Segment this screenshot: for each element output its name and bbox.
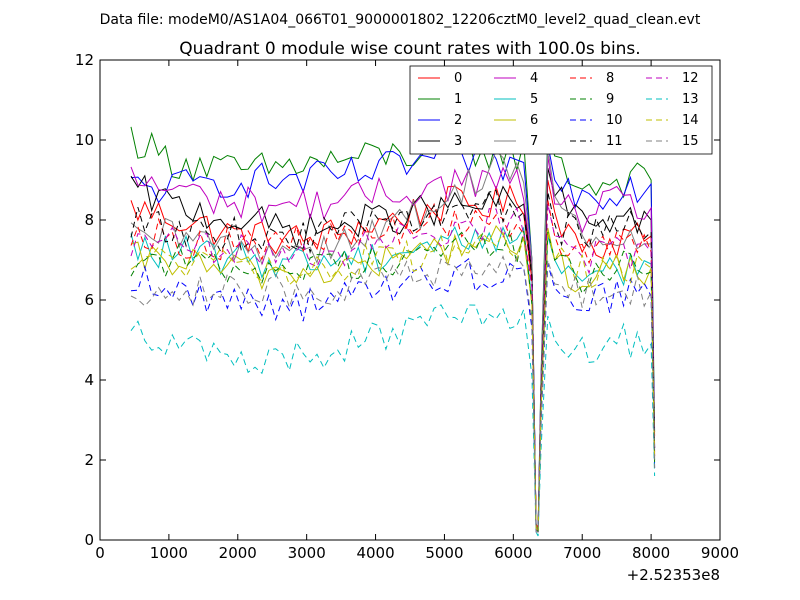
series-line-6 <box>130 225 656 533</box>
figure-suptitle: Data file: modeM0/AS1A04_066T01_90000018… <box>100 12 701 28</box>
legend-label-6: 6 <box>530 113 538 128</box>
y-tick-label: 10 <box>75 131 94 149</box>
legend-label-13: 13 <box>682 92 699 107</box>
x-tick-label: 9000 <box>701 544 739 562</box>
x-tick-label: 7000 <box>563 544 601 562</box>
y-tick-label: 8 <box>84 211 94 229</box>
legend-label-2: 2 <box>454 113 462 128</box>
legend-label-5: 5 <box>530 92 538 107</box>
plot-lines <box>130 126 656 537</box>
series-line-11 <box>130 189 656 533</box>
x-tick-label: 3000 <box>288 544 326 562</box>
series-line-1 <box>130 126 656 529</box>
x-tick-label: 5000 <box>425 544 463 562</box>
legend-label-10: 10 <box>606 113 623 128</box>
y-tick-label: 12 <box>75 51 94 69</box>
legend-label-14: 14 <box>682 113 699 128</box>
y-tick-label: 0 <box>84 531 94 549</box>
legend-label-11: 11 <box>606 134 623 149</box>
x-tick-label: 6000 <box>494 544 532 562</box>
series-line-8 <box>130 199 656 533</box>
legend-label-3: 3 <box>454 134 462 149</box>
x-tick-label: 0 <box>95 544 105 562</box>
x-tick-label: 4000 <box>356 544 394 562</box>
legend-label-9: 9 <box>606 92 614 107</box>
x-tick-label: 8000 <box>632 544 670 562</box>
y-tick-label: 6 <box>84 291 94 309</box>
y-tick-label: 2 <box>84 451 94 469</box>
legend-label-12: 12 <box>682 71 699 86</box>
series-line-14 <box>130 231 656 533</box>
x-axis-offset-label: +2.52353e8 <box>627 566 720 584</box>
x-axis: 0 1000 2000 3000 4000 5000 6000 7000 8000 9000 <box>95 60 739 562</box>
chart-title: Quadrant 0 module wise count rates with … <box>179 39 640 59</box>
legend-label-7: 7 <box>530 134 538 149</box>
series-line-0 <box>130 179 656 529</box>
legend-label-4: 4 <box>530 71 538 86</box>
legend-label-0: 0 <box>454 71 462 86</box>
legend-label-1: 1 <box>454 92 462 107</box>
series-line-3 <box>130 167 656 533</box>
series-line-12 <box>130 203 656 533</box>
legend-label-15: 15 <box>682 134 699 149</box>
legend-frame <box>409 65 713 155</box>
series-line-4 <box>130 155 656 533</box>
series-line-9 <box>130 229 656 533</box>
y-tick-label: 4 <box>84 371 94 389</box>
legend-label-8: 8 <box>606 71 614 86</box>
x-tick-label: 1000 <box>150 544 188 562</box>
series-line-13 <box>130 304 656 537</box>
series-line-15 <box>130 255 656 533</box>
x-tick-label: 2000 <box>219 544 257 562</box>
series-line-2 <box>130 138 656 533</box>
